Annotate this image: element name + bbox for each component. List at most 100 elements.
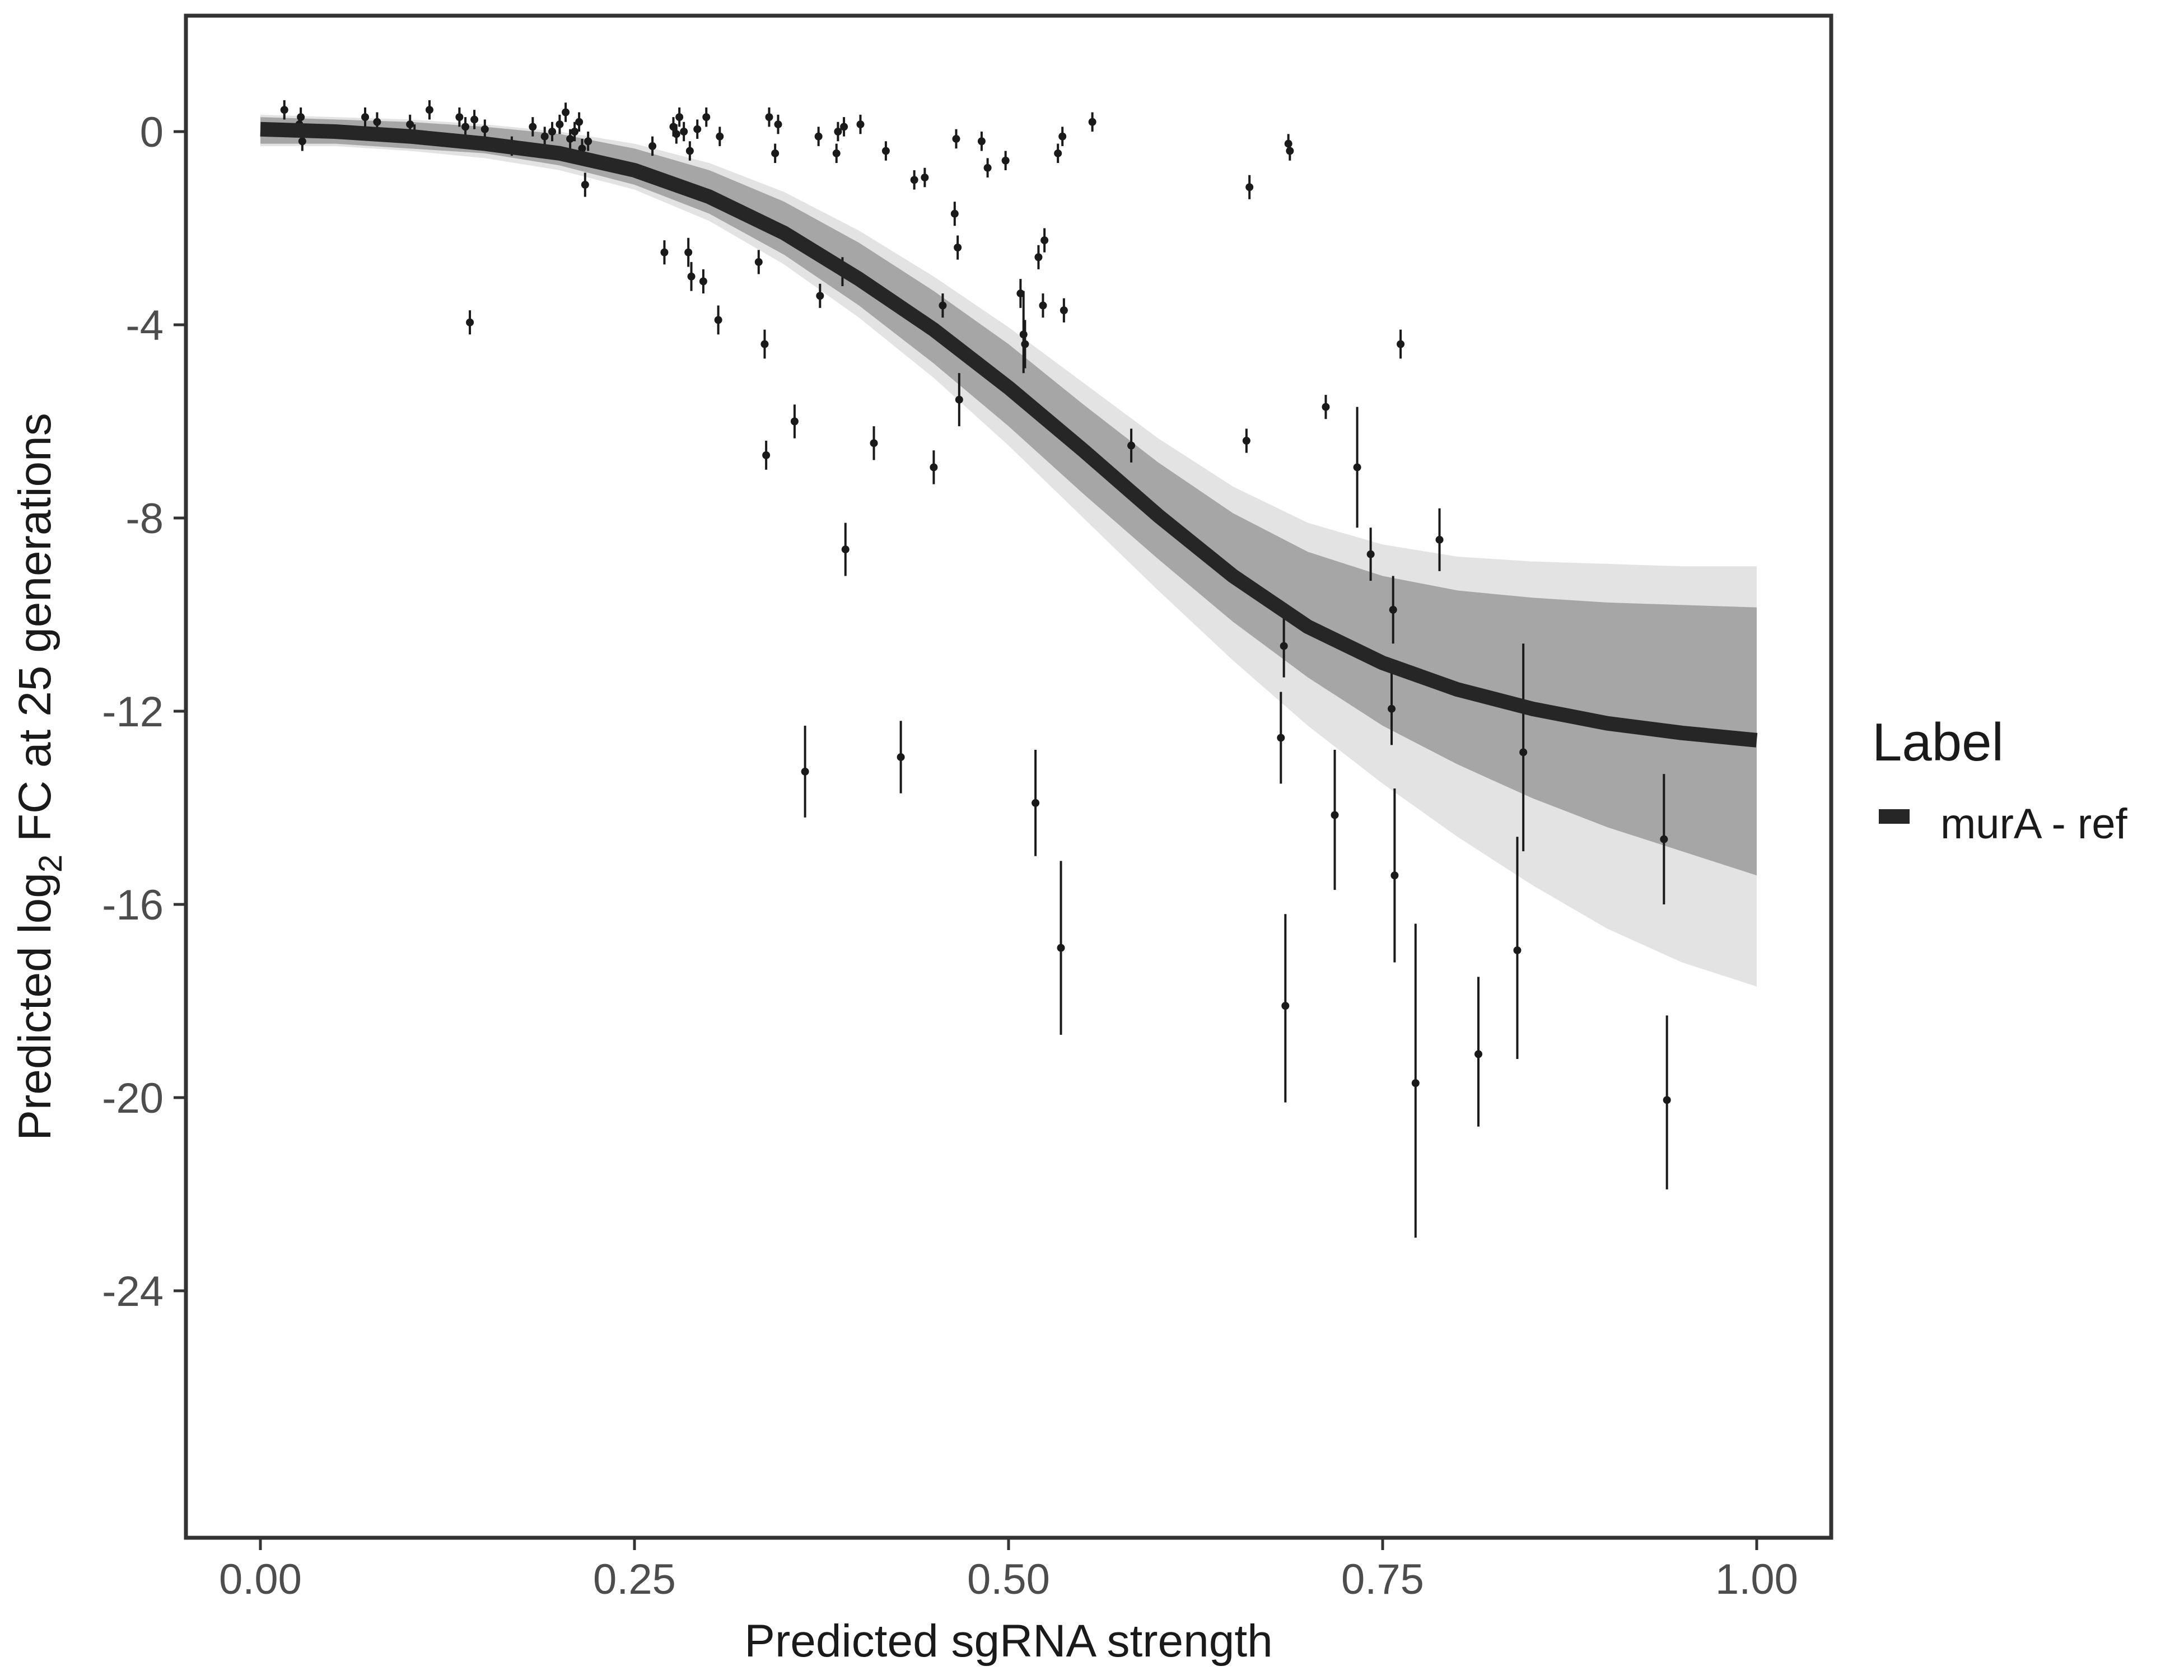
point-marker (1411, 1079, 1420, 1088)
point-marker (648, 142, 657, 150)
data-point (684, 237, 693, 267)
point-marker (816, 292, 824, 300)
point-marker (373, 118, 381, 126)
point-marker (1019, 330, 1028, 339)
data-point (762, 441, 771, 470)
data-point (814, 127, 823, 146)
y-axis-title-part-2: FC at 25 generations (10, 413, 60, 855)
point-marker (790, 417, 799, 426)
data-point (675, 107, 684, 127)
point-marker (1513, 946, 1522, 954)
data-point (1390, 788, 1399, 963)
point-marker (566, 134, 575, 143)
data-point (548, 122, 557, 142)
point-marker (297, 113, 305, 122)
point-marker (952, 134, 960, 143)
point-marker (870, 439, 878, 447)
data-point (977, 132, 986, 151)
point-marker (680, 128, 688, 136)
data-point (575, 112, 584, 132)
point-marker (921, 173, 929, 181)
data-point (1039, 293, 1047, 318)
data-point (562, 102, 570, 122)
data-point (581, 172, 589, 197)
posterior-band-outer (260, 114, 1757, 987)
data-point (771, 143, 780, 164)
point-marker (1389, 605, 1397, 614)
legend-key-swatch (1879, 809, 1910, 824)
data-point (584, 132, 592, 151)
point-marker (685, 147, 694, 155)
point-marker (581, 180, 589, 189)
data-point (921, 167, 929, 188)
point-marker (1088, 118, 1096, 126)
data-point (1397, 329, 1405, 359)
point-marker (1280, 642, 1288, 650)
point-marker (771, 149, 780, 157)
legend-title: Label (1872, 712, 2004, 772)
data-point (1280, 614, 1288, 678)
data-point (954, 235, 962, 260)
point-marker (455, 113, 464, 122)
x-tick-label: 0.75 (1341, 1556, 1424, 1603)
data-point (939, 293, 947, 318)
point-marker (762, 451, 771, 459)
y-axis-title-part-1: Predicted log (10, 872, 60, 1141)
point-marker (1021, 340, 1029, 348)
point-marker (765, 113, 773, 122)
data-point (571, 122, 579, 142)
point-marker (1435, 535, 1444, 544)
point-marker (1519, 748, 1528, 757)
data-point (897, 721, 905, 794)
data-point (774, 114, 782, 134)
x-tick-label: 0.50 (967, 1556, 1050, 1603)
point-marker (406, 120, 414, 129)
data-point (952, 129, 960, 149)
data-point (1034, 245, 1043, 269)
data-point (832, 143, 841, 164)
point-marker (1663, 1096, 1671, 1104)
point-marker (754, 258, 763, 266)
point-marker (584, 137, 592, 146)
data-point (1366, 528, 1375, 581)
point-marker (716, 132, 724, 141)
data-point (1474, 977, 1483, 1127)
point-marker (1660, 835, 1668, 843)
point-marker (983, 164, 992, 172)
data-point (801, 725, 809, 818)
data-point (1040, 228, 1049, 253)
fit-curve-layer (260, 122, 1758, 748)
data-point (1389, 576, 1397, 644)
data-point (754, 250, 763, 274)
data-point (1519, 643, 1528, 852)
y-axis-title: Predicted log2 FC at 25 generations (10, 413, 69, 1140)
point-marker (461, 123, 470, 131)
data-point (1353, 407, 1361, 528)
point-marker (955, 395, 963, 404)
point-marker (578, 144, 586, 153)
data-point (983, 158, 992, 178)
data-point (1057, 861, 1065, 1035)
point-marker (280, 106, 288, 114)
data-point (841, 522, 850, 576)
data-point (840, 117, 848, 137)
point-marker (897, 753, 905, 761)
point-marker (1286, 147, 1294, 155)
data-point (1663, 1015, 1671, 1189)
data-point (280, 100, 288, 120)
point-marker (977, 137, 986, 146)
y-tick-label: -20 (102, 1075, 164, 1122)
point-marker (425, 106, 433, 114)
point-marker (950, 209, 959, 218)
data-point (660, 240, 669, 265)
point-marker (660, 248, 669, 256)
point-marker (540, 132, 549, 141)
data-point (687, 262, 696, 291)
y-tick-label: -8 (125, 495, 164, 543)
point-marker (298, 137, 306, 146)
data-point (1388, 673, 1396, 745)
data-point (455, 107, 464, 127)
point-marker (1322, 403, 1330, 411)
point-marker (1001, 156, 1010, 165)
